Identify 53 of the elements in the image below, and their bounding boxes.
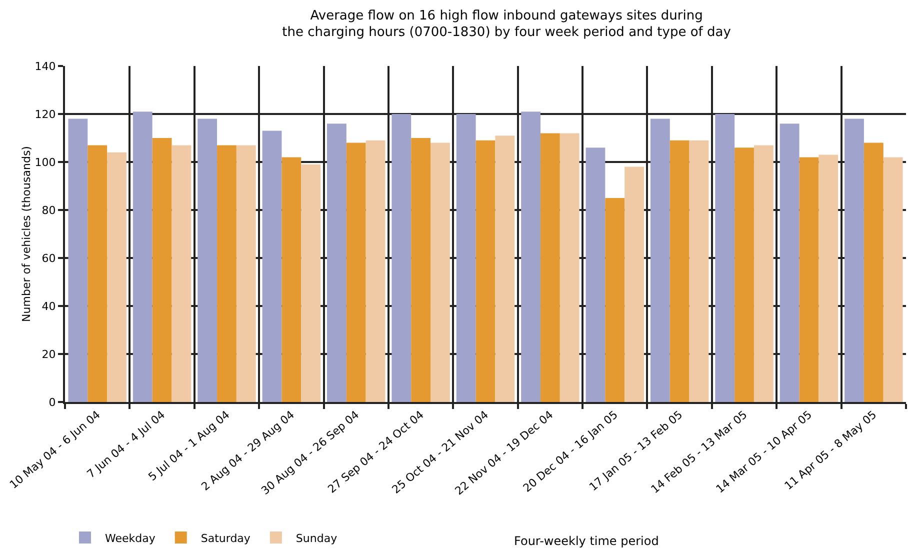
bar [780,124,800,402]
bar [670,140,690,402]
y-tick-label: 100 [34,156,56,169]
bar [346,142,366,402]
bar [715,114,735,402]
bar [366,140,386,402]
y-tick-label: 80 [42,204,56,217]
bar [818,154,838,402]
y-tick-label: 120 [34,108,56,121]
bar [734,148,754,402]
bar [430,142,450,402]
y-tick-label: 0 [48,396,56,409]
bar [754,145,774,402]
bar [301,164,321,402]
bar [624,166,644,402]
y-tick-label: 40 [42,300,56,313]
y-axis-title: Number of vehicles (thousands) [20,146,33,322]
bar [844,118,864,402]
bar [68,118,88,402]
chart-title: Average flow on 16 high flow inbound gateways sites during the charging hours (0700-1830) by four week period and type of day [282,8,732,40]
y-tick-label: 60 [42,252,56,265]
bar [883,157,903,402]
bar [262,130,282,402]
bar [132,112,152,402]
bar [198,118,218,402]
bar [217,145,236,402]
bar [540,133,560,402]
bar [476,140,496,402]
bar [799,157,819,402]
y-tick-label: 140 [34,60,56,73]
bar [605,198,625,402]
bar [282,157,302,402]
bar [650,118,670,402]
bar [327,124,346,402]
bar [586,148,606,402]
bar [560,133,580,402]
bar [107,152,126,402]
bar [152,138,172,402]
bar [392,114,412,402]
legend-label: Sunday [296,532,338,545]
bar [495,136,515,402]
bar [411,138,431,402]
bar [456,114,476,402]
legend-label: Weekday [105,532,156,545]
bar [864,142,884,402]
y-tick-label: 20 [42,348,56,361]
bar [521,112,540,402]
bar [689,140,709,402]
bar [172,145,192,402]
bar [88,145,108,402]
legend-label: Saturday [200,532,251,545]
bar [236,145,256,402]
x-axis-title: Four-weekly time period [514,534,659,548]
